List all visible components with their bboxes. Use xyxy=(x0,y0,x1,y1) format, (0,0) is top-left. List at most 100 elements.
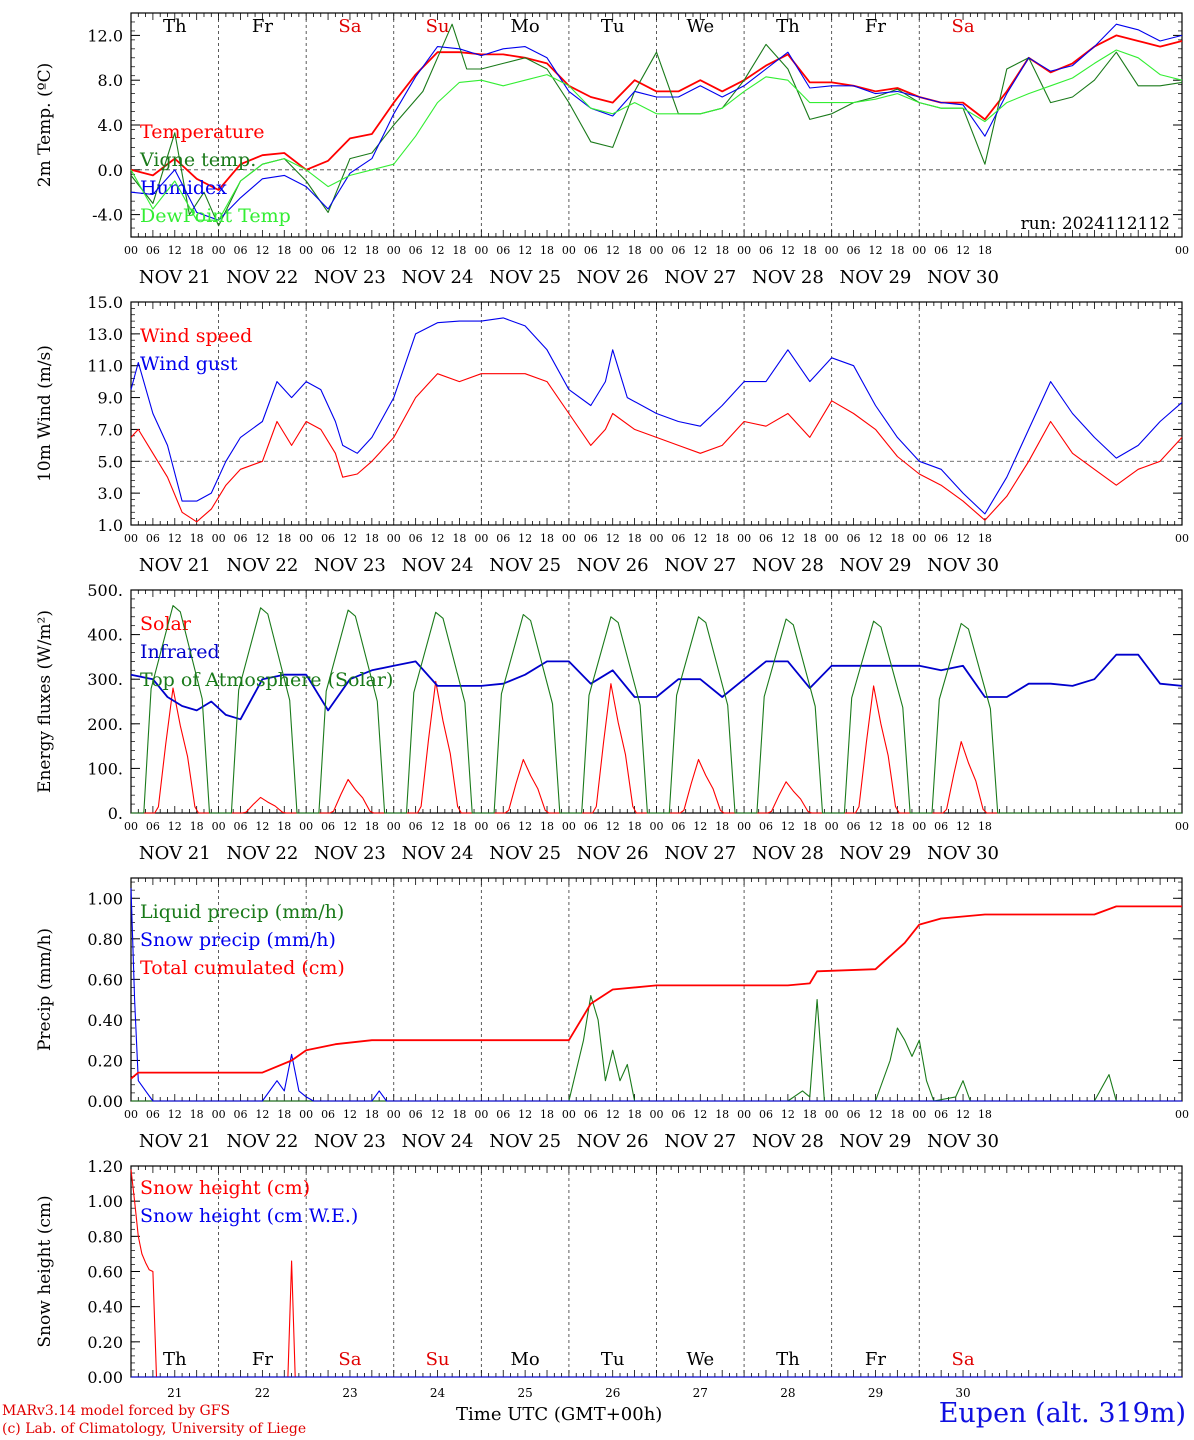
hour-tick-label: 18 xyxy=(452,820,466,833)
hour-tick-label: 18 xyxy=(628,820,642,833)
date-label: NOV 21 xyxy=(139,267,211,288)
hour-tick-label: 18 xyxy=(890,820,904,833)
hour-tick-label: 00 xyxy=(912,820,926,833)
hour-tick-label: 18 xyxy=(978,244,992,257)
date-label: NOV 21 xyxy=(139,555,211,576)
day-name-label: Su xyxy=(426,1349,450,1370)
hour-tick-label: 06 xyxy=(146,1108,160,1121)
hour-tick-label: 06 xyxy=(934,532,948,545)
day-name-label: Fr xyxy=(252,16,273,37)
date-label: NOV 29 xyxy=(840,843,912,864)
hour-tick-label: 00 xyxy=(124,1108,138,1121)
hour-tick-label: 18 xyxy=(540,1108,554,1121)
hour-tick-label: 00 xyxy=(1175,1108,1189,1121)
y-tick-label: 1.0 xyxy=(98,516,123,535)
hour-tick-label: 18 xyxy=(978,1108,992,1121)
hour-tick-label: 18 xyxy=(277,244,291,257)
hour-tick-label: 06 xyxy=(934,1108,948,1121)
hour-tick-label: 06 xyxy=(759,532,773,545)
legend-entry: Wind gust xyxy=(140,353,238,375)
date-label: NOV 22 xyxy=(226,1131,298,1152)
hour-tick-label: 06 xyxy=(496,244,510,257)
y-tick-label: 0.00 xyxy=(87,1368,123,1387)
day-number-label: 24 xyxy=(430,1386,446,1400)
hour-tick-label: 12 xyxy=(868,244,882,257)
y-tick-label: 100. xyxy=(87,759,123,778)
hour-tick-label: 12 xyxy=(343,820,357,833)
date-label: NOV 23 xyxy=(314,555,386,576)
day-name-label: Fr xyxy=(252,1349,273,1370)
hour-tick-label: 00 xyxy=(650,1108,664,1121)
series-line-0 xyxy=(130,1169,1182,1378)
y-axis-label: 2m Temp. (ºC) xyxy=(35,63,55,188)
date-label: NOV 22 xyxy=(226,555,298,576)
day-name-label: Sa xyxy=(952,1349,975,1370)
y-tick-label: 7.0 xyxy=(98,420,123,439)
panel-3: 0. 100. 200. 300. 400. 500. Energy fluxes (W/m… xyxy=(35,581,1189,864)
date-label: NOV 27 xyxy=(664,555,736,576)
date-label: NOV 23 xyxy=(314,267,386,288)
date-label: NOV 24 xyxy=(402,843,474,864)
panel-frame xyxy=(130,12,1183,238)
day-name-label: We xyxy=(686,1349,714,1370)
series-line-1 xyxy=(130,888,1182,1102)
date-label: NOV 30 xyxy=(927,555,999,576)
series-line-0 xyxy=(130,373,1183,523)
date-label: NOV 26 xyxy=(577,555,649,576)
hour-tick-label: 06 xyxy=(759,244,773,257)
hour-tick-label: 00 xyxy=(825,820,839,833)
hour-tick-label: 00 xyxy=(562,1108,576,1121)
y-tick-label: 0.80 xyxy=(87,1227,123,1246)
panel-frame xyxy=(130,589,1183,814)
legend-entry: Solar xyxy=(140,613,192,635)
day-name-label: Sa xyxy=(338,1349,361,1370)
legend-entry: Snow precip (mm/h) xyxy=(140,929,336,951)
date-label: NOV 24 xyxy=(402,267,474,288)
hour-tick-label: 06 xyxy=(847,244,861,257)
day-number-label: 23 xyxy=(342,1386,357,1400)
hour-tick-label: 12 xyxy=(255,244,269,257)
hour-tick-label: 06 xyxy=(671,532,685,545)
y-tick-label: 9.0 xyxy=(98,389,123,408)
hour-tick-label: 12 xyxy=(255,1108,269,1121)
y-tick-label: 0.40 xyxy=(87,1298,123,1317)
date-label: NOV 24 xyxy=(402,555,474,576)
hour-tick-label: 12 xyxy=(168,1108,182,1121)
series-line-0 xyxy=(130,34,1183,191)
station-label: Eupen (alt. 319m) xyxy=(938,1398,1186,1429)
hour-tick-label: 12 xyxy=(693,1108,707,1121)
y-tick-label: 200. xyxy=(87,715,123,734)
hour-tick-label: 12 xyxy=(693,820,707,833)
hour-tick-label: 18 xyxy=(540,820,554,833)
hour-tick-label: 06 xyxy=(146,244,160,257)
day-name-label: Th xyxy=(776,1349,800,1370)
hour-tick-label: 06 xyxy=(759,1108,773,1121)
y-tick-label: 3.0 xyxy=(98,484,123,503)
hour-tick-label: 06 xyxy=(146,820,160,833)
hour-tick-label: 00 xyxy=(474,1108,488,1121)
hour-tick-label: 18 xyxy=(803,244,817,257)
date-label: NOV 22 xyxy=(226,267,298,288)
hour-tick-label: 18 xyxy=(277,532,291,545)
hour-tick-label: 18 xyxy=(978,532,992,545)
hour-tick-label: 12 xyxy=(956,820,970,833)
hour-tick-label: 12 xyxy=(606,532,620,545)
hour-tick-label: 06 xyxy=(847,532,861,545)
hour-tick-label: 00 xyxy=(562,244,576,257)
day-name-label: We xyxy=(686,16,714,37)
hour-tick-label: 18 xyxy=(803,532,817,545)
date-label: NOV 27 xyxy=(664,843,736,864)
y-tick-label: 1.00 xyxy=(87,1192,123,1211)
hour-tick-label: 00 xyxy=(474,820,488,833)
hour-tick-label: 00 xyxy=(387,820,401,833)
y-axis-label: Energy fluxes (W/m²) xyxy=(35,610,55,793)
panel-4: 0.00 0.20 0.40 0.60 0.80 1.00 Precip (mm/h) 00 0… xyxy=(35,877,1189,1152)
day-number-label: 26 xyxy=(605,1386,620,1400)
hour-tick-label: 12 xyxy=(606,1108,620,1121)
hour-tick-label: 12 xyxy=(431,532,445,545)
hour-tick-label: 06 xyxy=(584,244,598,257)
hour-tick-label: 06 xyxy=(584,820,598,833)
y-tick-label: 8.0 xyxy=(98,71,123,90)
hour-tick-label: 12 xyxy=(781,820,795,833)
date-label: NOV 30 xyxy=(927,267,999,288)
